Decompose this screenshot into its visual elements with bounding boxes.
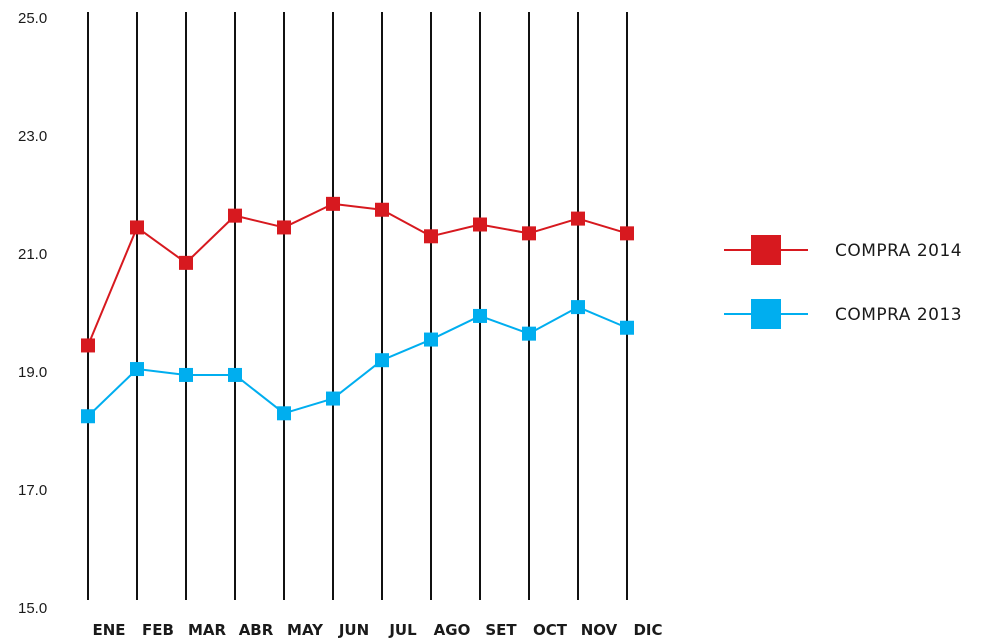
data-point-jun [326, 391, 340, 406]
legend-marker [751, 299, 781, 329]
x-tick-label-jun: JUN [338, 621, 369, 639]
data-point-dic [620, 320, 634, 335]
x-tick-label-jul: JUL [388, 621, 417, 639]
series-line [87, 306, 628, 417]
data-point-oct [522, 226, 536, 241]
x-tick-label-mar: MAR [188, 621, 227, 639]
data-point-ene [81, 409, 95, 424]
y-tick-label: 17.0 [18, 482, 47, 499]
data-point-jul [375, 202, 389, 217]
series-layer [81, 196, 634, 424]
y-tick-label: 21.0 [18, 246, 47, 263]
x-tick-label-dic: DIC [633, 621, 662, 639]
legend-label: COMPRA 2014 [835, 241, 962, 261]
data-point-set [473, 217, 487, 232]
grid-lines [87, 12, 628, 600]
data-point-set [473, 308, 487, 323]
legend-item-2: COMPRA 2013 [724, 299, 962, 329]
legend-label: COMPRA 2013 [835, 305, 962, 325]
x-tick-label-ene: ENE [92, 621, 125, 639]
legend-item-1: COMPRA 2014 [724, 235, 962, 265]
x-tick-label-set: SET [485, 621, 517, 639]
data-point-may [277, 406, 291, 421]
data-point-nov [571, 300, 585, 315]
data-point-may [277, 220, 291, 235]
data-point-abr [228, 208, 242, 223]
data-point-jun [326, 196, 340, 211]
y-tick-label: 25.0 [18, 10, 47, 27]
x-axis-ticks: ENE FEB MAR ABR MAY JUN JUL AGO SET OCT NOV DIC [92, 621, 662, 639]
x-tick-label-nov: NOV [581, 621, 618, 639]
data-point-ago [424, 332, 438, 347]
data-point-feb [130, 220, 144, 235]
data-point-ene [81, 338, 95, 353]
legend-marker [751, 235, 781, 265]
y-tick-label: 15.0 [18, 600, 47, 617]
series-2 [81, 300, 634, 424]
series-1 [81, 196, 634, 353]
data-point-dic [620, 226, 634, 241]
x-tick-label-abr: ABR [239, 621, 274, 639]
y-tick-label: 23.0 [18, 128, 47, 145]
data-point-abr [228, 367, 242, 382]
data-point-feb [130, 362, 144, 377]
y-axis-ticks: 15.0 17.0 19.0 21.0 23.0 25.0 [18, 10, 47, 617]
data-point-jul [375, 353, 389, 368]
x-tick-label-ago: AGO [434, 621, 471, 639]
x-tick-label-oct: OCT [533, 621, 568, 639]
data-point-mar [179, 255, 193, 270]
data-point-ago [424, 229, 438, 244]
legend: COMPRA 2014 COMPRA 2013 [724, 235, 962, 329]
y-tick-label: 19.0 [18, 364, 47, 381]
x-tick-label-may: MAY [287, 621, 324, 639]
data-point-mar [179, 367, 193, 382]
data-point-oct [522, 326, 536, 341]
x-tick-label-feb: FEB [142, 621, 174, 639]
data-point-nov [571, 211, 585, 226]
series-line [87, 202, 628, 346]
